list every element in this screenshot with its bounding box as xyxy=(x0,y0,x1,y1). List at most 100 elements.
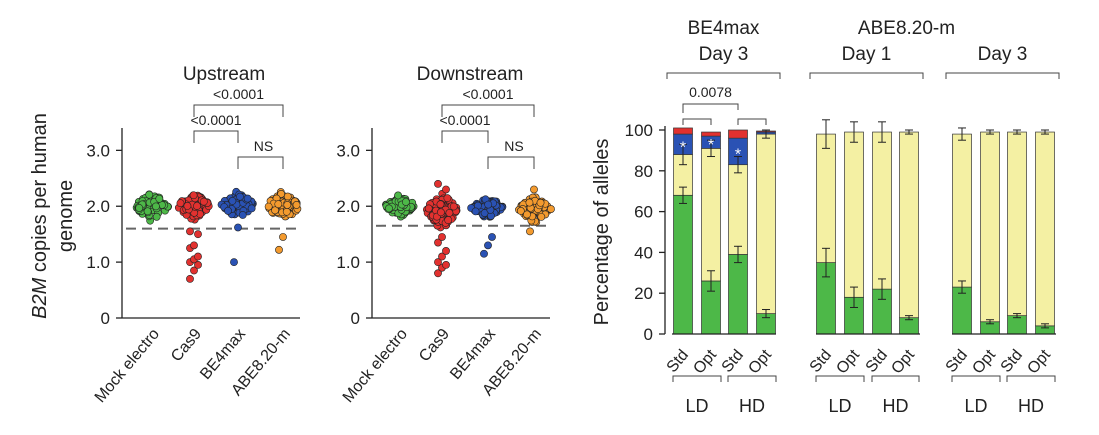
data-point xyxy=(282,207,291,216)
data-point xyxy=(189,191,198,200)
pvalue-bracket xyxy=(682,103,739,113)
bar-segment-yellow xyxy=(844,131,864,298)
dose-bracket xyxy=(815,375,865,382)
x-tick-label: Mock electro xyxy=(340,326,411,406)
dose-label: LD xyxy=(828,396,851,416)
p-value-label: 0.0078 xyxy=(689,84,732,100)
data-point xyxy=(238,211,247,219)
data-point xyxy=(445,209,454,217)
data-point xyxy=(224,206,232,215)
data-point xyxy=(194,230,202,239)
bar-segment-yellow xyxy=(728,164,748,255)
y-tick-label: 60 xyxy=(634,203,653,222)
bar-segment-green xyxy=(728,254,748,335)
bar-segment-red xyxy=(728,129,748,139)
data-point xyxy=(283,192,292,201)
data-point xyxy=(536,198,545,207)
data-point xyxy=(194,261,202,269)
panel-title: Upstream xyxy=(183,64,265,85)
y-tick-label: 0 xyxy=(644,325,653,344)
bar-segment-yellow xyxy=(701,148,721,282)
data-point xyxy=(247,204,256,213)
data-point xyxy=(186,227,194,236)
panel-title: Downstream xyxy=(417,64,524,85)
y-tick-label: 100 xyxy=(625,121,653,140)
data-point xyxy=(401,198,410,206)
data-point xyxy=(145,190,154,199)
group-header-day: Day 3 xyxy=(978,44,1028,65)
data-point xyxy=(438,252,446,261)
group-bracket xyxy=(945,72,1060,79)
data-point xyxy=(480,249,488,258)
y-tick-label: 3.0 xyxy=(336,141,360,160)
p-value-label: <0.0001 xyxy=(213,86,264,102)
x-tick-label: Mock electro xyxy=(92,326,163,406)
bar-segment-yellow xyxy=(980,131,1000,323)
y-tick-label: 2.0 xyxy=(86,197,110,216)
data-point xyxy=(190,241,198,250)
dose-bracket xyxy=(951,375,1001,382)
data-point xyxy=(176,199,185,208)
dose-bracket xyxy=(871,375,920,382)
significance-bracket xyxy=(441,104,535,117)
bar-label: Opt xyxy=(833,346,863,377)
data-point xyxy=(438,233,446,241)
data-point xyxy=(292,201,301,209)
dose-label: HD xyxy=(883,396,909,416)
group-header-day: Day 1 xyxy=(842,44,892,65)
data-point xyxy=(394,191,402,200)
bar-segment-yellow xyxy=(872,131,892,290)
data-point xyxy=(275,245,283,254)
p-value-label: NS xyxy=(504,138,523,154)
data-point xyxy=(274,200,283,209)
data-point xyxy=(152,202,160,211)
y-axis-label-text: copies per human xyxy=(29,113,51,278)
data-point xyxy=(537,212,546,221)
y-tick-label: 3.0 xyxy=(86,141,110,160)
data-point xyxy=(484,241,492,250)
data-point xyxy=(525,198,534,207)
data-point xyxy=(152,212,161,221)
p-value-label: <0.0001 xyxy=(440,112,491,128)
data-point xyxy=(279,233,287,241)
data-point xyxy=(449,202,458,211)
data-point xyxy=(236,192,244,201)
bar-label: Std xyxy=(807,347,835,376)
bar-segment-red xyxy=(673,127,693,135)
dose-label: HD xyxy=(1018,396,1044,416)
significance-bracket xyxy=(487,156,535,169)
bar-label: Std xyxy=(863,347,891,376)
y-tick-label: 2.0 xyxy=(336,197,360,216)
significance-star: * xyxy=(735,146,741,163)
x-tick-label: Cas9 xyxy=(416,326,453,366)
y-tick-label: 0 xyxy=(101,309,110,328)
data-point xyxy=(271,206,279,215)
y-axis-label-gene: B2M xyxy=(29,277,51,318)
dose-label: LD xyxy=(685,396,708,416)
data-point xyxy=(190,266,198,275)
y-axis-label: Percentage of alleles xyxy=(591,139,613,326)
data-point xyxy=(155,194,164,203)
p-value-label: <0.0001 xyxy=(463,86,514,102)
bar-segment-yellow xyxy=(816,133,836,263)
bar-label: Std xyxy=(943,347,971,376)
y-tick-label: 0 xyxy=(351,309,360,328)
group-bracket xyxy=(809,72,924,79)
data-point xyxy=(488,233,496,241)
bar-segment-yellow xyxy=(952,133,972,288)
group-header-day: Day 3 xyxy=(699,44,749,65)
data-point xyxy=(547,205,555,213)
y-tick-label: 40 xyxy=(634,243,653,262)
data-point xyxy=(199,197,208,206)
significance-bracket xyxy=(237,156,284,169)
bar-segment-yellow xyxy=(756,133,776,314)
bar-segment-yellow xyxy=(899,131,919,319)
data-point xyxy=(434,179,442,188)
data-point xyxy=(523,210,531,219)
dose-label: HD xyxy=(739,396,765,416)
data-point xyxy=(436,208,445,217)
bar-label: Opt xyxy=(690,346,720,377)
